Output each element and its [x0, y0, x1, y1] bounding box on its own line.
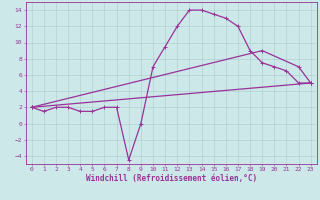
X-axis label: Windchill (Refroidissement éolien,°C): Windchill (Refroidissement éolien,°C): [86, 174, 257, 183]
